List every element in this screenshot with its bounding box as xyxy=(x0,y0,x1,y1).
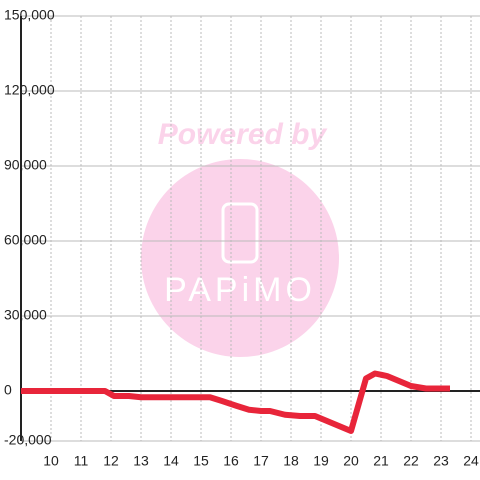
x-tick-label: 13 xyxy=(133,453,149,469)
x-tick-label: 18 xyxy=(283,453,299,469)
x-tick-label: 10 xyxy=(43,453,59,469)
x-tick-label: 20 xyxy=(343,453,359,469)
y-tick-label: 0 xyxy=(4,382,12,398)
watermark-phone xyxy=(221,202,259,264)
x-tick-label: 22 xyxy=(403,453,419,469)
y-tick-label: 60,000 xyxy=(4,232,47,248)
watermark-circle xyxy=(141,159,339,357)
x-tick-label: 15 xyxy=(193,453,209,469)
data-line xyxy=(21,370,450,434)
y-tick-label: 120,000 xyxy=(4,82,55,98)
x-tick-label: 21 xyxy=(373,453,389,469)
x-tick-label: 19 xyxy=(313,453,329,469)
y-tick-label: 90,000 xyxy=(4,157,47,173)
x-tick-label: 17 xyxy=(253,453,269,469)
y-tick-label: 150,000 xyxy=(4,7,55,23)
x-tick-label: 23 xyxy=(433,453,449,469)
y-tick-label: -20,000 xyxy=(4,432,52,448)
x-tick-label: 24 xyxy=(463,453,479,469)
watermark-logo: PAPiMO xyxy=(164,271,316,309)
x-tick-label: 14 xyxy=(163,453,179,469)
x-tick-label: 12 xyxy=(103,453,119,469)
watermark-text: Powered by xyxy=(158,118,328,151)
y-tick-label: 30,000 xyxy=(4,307,47,323)
x-tick-label: 16 xyxy=(223,453,239,469)
x-tick-label: 11 xyxy=(74,453,89,469)
